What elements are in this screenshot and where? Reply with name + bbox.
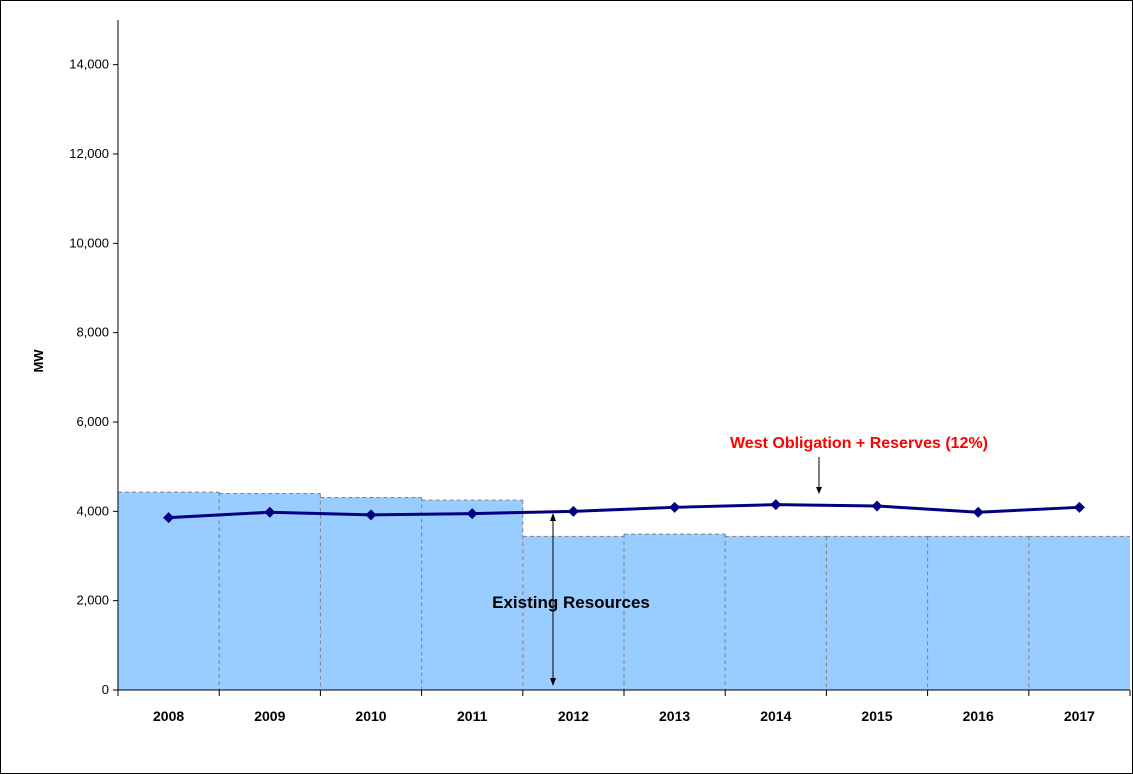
bar-2011 [421, 500, 523, 690]
y-axis-label: MW [31, 349, 46, 373]
y-tick-group: 0 2,000 4,000 6,000 8,000 10,000 12,000 14,000 [69, 57, 118, 697]
line-point-2014 [770, 499, 782, 511]
x-tick-label-2014: 2014 [760, 708, 791, 724]
line-series-group [163, 499, 1085, 524]
y-tick-label-12000: 12,000 [69, 146, 109, 161]
annotation-group: West Obligation + Reserves (12%) Existin… [492, 435, 988, 686]
line-point-2008 [163, 512, 175, 524]
line-point-2009 [264, 506, 276, 518]
x-tick-label-2017: 2017 [1064, 708, 1095, 724]
bar-group [118, 491, 1130, 690]
y-tick-label-2000: 2,000 [76, 593, 109, 608]
y-tick-label-14000: 14,000 [69, 57, 109, 72]
line-annotation-arrow-head [816, 487, 822, 494]
x-tick-label-2016: 2016 [963, 708, 994, 724]
bar-2016 [927, 536, 1029, 690]
bar-2014 [725, 536, 827, 690]
x-tick-label-2013: 2013 [659, 708, 690, 724]
bar-2013 [624, 534, 726, 690]
bar-2009 [219, 493, 321, 690]
line-point-2013 [669, 501, 681, 513]
x-tick-label-2011: 2011 [457, 708, 488, 724]
bar-2017 [1028, 536, 1130, 690]
y-tick-label-10000: 10,000 [69, 235, 109, 250]
bar-annotation-arrow-head-down [550, 678, 556, 686]
line-point-2012 [567, 505, 579, 517]
bar-series-annotation: Existing Resources [492, 593, 650, 612]
x-tick-label-2009: 2009 [254, 708, 285, 724]
line-point-2015 [871, 500, 883, 512]
y-tick-label-6000: 6,000 [76, 414, 109, 429]
bar-2010 [320, 497, 422, 690]
bar-2015 [826, 536, 928, 690]
y-tick-label-0: 0 [102, 682, 109, 697]
line-series-annotation: West Obligation + Reserves (12%) [730, 435, 988, 452]
x-tick-group: 2008 2009 2010 2011 2012 2013 2014 2015 2016 2017 [117, 690, 1131, 724]
line-point-2011 [466, 508, 478, 520]
bar-annotation-arrow-head-up [550, 513, 556, 521]
bar-2012 [522, 536, 624, 690]
x-tick-label-2015: 2015 [861, 708, 892, 724]
line-series-path [168, 503, 1080, 520]
line-point-2016 [972, 506, 984, 518]
bar-2008 [118, 492, 220, 690]
x-tick-label-2012: 2012 [558, 708, 589, 724]
y-tick-label-8000: 8,000 [76, 325, 109, 340]
line-point-2010 [365, 509, 377, 521]
x-tick-label-2008: 2008 [153, 708, 184, 724]
line-point-2017 [1073, 501, 1085, 513]
x-tick-label-2010: 2010 [355, 708, 386, 724]
y-tick-label-4000: 4,000 [76, 503, 109, 518]
